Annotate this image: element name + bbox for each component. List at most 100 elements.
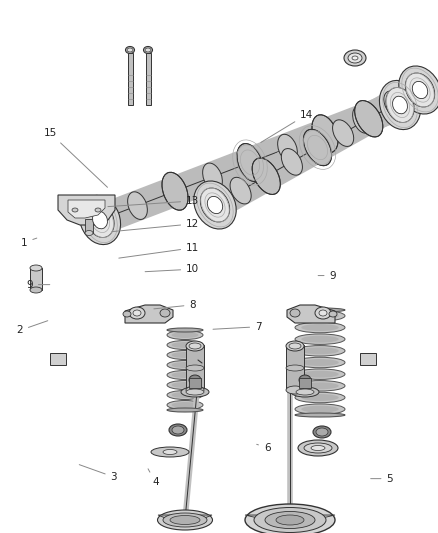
Ellipse shape [329, 311, 337, 317]
Ellipse shape [158, 510, 212, 530]
Ellipse shape [172, 372, 198, 378]
Ellipse shape [254, 507, 326, 532]
Ellipse shape [355, 101, 383, 137]
Ellipse shape [295, 369, 345, 379]
Ellipse shape [167, 341, 203, 350]
Ellipse shape [127, 192, 147, 220]
Polygon shape [68, 200, 105, 218]
Ellipse shape [295, 334, 345, 344]
Ellipse shape [172, 362, 198, 368]
Ellipse shape [301, 312, 339, 319]
Ellipse shape [126, 46, 134, 53]
Ellipse shape [384, 91, 405, 118]
Ellipse shape [301, 406, 339, 413]
Ellipse shape [237, 143, 263, 181]
Ellipse shape [85, 230, 93, 236]
Ellipse shape [167, 330, 203, 340]
Ellipse shape [276, 515, 304, 525]
Ellipse shape [169, 424, 187, 436]
Ellipse shape [200, 188, 230, 222]
Text: 4: 4 [148, 469, 159, 487]
Polygon shape [125, 305, 173, 323]
Ellipse shape [30, 265, 42, 271]
Ellipse shape [295, 357, 345, 368]
Ellipse shape [145, 48, 151, 52]
Ellipse shape [352, 56, 358, 60]
Ellipse shape [295, 311, 345, 321]
Text: 12: 12 [112, 219, 199, 232]
Ellipse shape [133, 310, 141, 316]
Ellipse shape [286, 386, 304, 394]
Ellipse shape [399, 66, 438, 114]
Ellipse shape [332, 120, 353, 147]
Ellipse shape [286, 365, 304, 371]
Bar [127, 53, 133, 105]
Ellipse shape [265, 512, 315, 529]
Ellipse shape [281, 149, 302, 175]
Ellipse shape [172, 352, 198, 358]
Text: 1: 1 [21, 238, 37, 247]
Ellipse shape [301, 370, 339, 378]
Ellipse shape [207, 196, 223, 214]
Ellipse shape [319, 310, 327, 316]
Ellipse shape [412, 82, 427, 99]
Ellipse shape [295, 392, 345, 403]
Ellipse shape [127, 48, 133, 52]
Text: 2: 2 [16, 321, 48, 335]
Ellipse shape [295, 381, 345, 391]
Ellipse shape [160, 309, 170, 317]
Ellipse shape [167, 360, 203, 369]
Bar [360, 353, 376, 365]
Ellipse shape [181, 387, 209, 397]
Text: 8: 8 [154, 300, 196, 310]
Ellipse shape [304, 443, 332, 453]
Ellipse shape [79, 196, 120, 245]
Text: 15: 15 [44, 128, 107, 187]
Ellipse shape [295, 345, 345, 356]
Ellipse shape [286, 341, 304, 351]
Ellipse shape [344, 50, 366, 66]
Ellipse shape [172, 342, 198, 348]
Text: 5: 5 [371, 474, 393, 483]
Ellipse shape [167, 391, 203, 400]
Ellipse shape [230, 177, 251, 204]
Bar [299, 378, 311, 388]
Ellipse shape [295, 404, 345, 415]
Bar [50, 353, 66, 365]
Ellipse shape [301, 394, 339, 401]
Text: 14: 14 [261, 110, 313, 142]
Ellipse shape [291, 387, 319, 397]
Bar [85, 219, 93, 233]
Ellipse shape [186, 389, 204, 395]
Ellipse shape [189, 343, 201, 349]
Ellipse shape [163, 513, 207, 527]
Ellipse shape [144, 46, 152, 53]
Polygon shape [58, 195, 115, 225]
Ellipse shape [170, 515, 200, 524]
Ellipse shape [301, 336, 339, 343]
Ellipse shape [313, 426, 331, 438]
Ellipse shape [405, 73, 434, 107]
Ellipse shape [186, 341, 204, 351]
Ellipse shape [167, 408, 203, 412]
Ellipse shape [123, 311, 131, 317]
Ellipse shape [289, 343, 301, 349]
Ellipse shape [172, 426, 184, 434]
Ellipse shape [316, 428, 328, 436]
Ellipse shape [92, 211, 107, 229]
Ellipse shape [379, 80, 420, 130]
Text: 13: 13 [108, 196, 199, 207]
Bar [30, 268, 42, 290]
Ellipse shape [167, 381, 203, 390]
Ellipse shape [167, 328, 203, 332]
Ellipse shape [301, 359, 339, 366]
Bar [189, 378, 201, 388]
Ellipse shape [301, 324, 339, 331]
Ellipse shape [301, 348, 339, 354]
Ellipse shape [252, 158, 280, 195]
Ellipse shape [172, 392, 198, 398]
Ellipse shape [172, 332, 198, 338]
Ellipse shape [392, 96, 407, 114]
Ellipse shape [186, 365, 204, 371]
Ellipse shape [295, 322, 345, 333]
